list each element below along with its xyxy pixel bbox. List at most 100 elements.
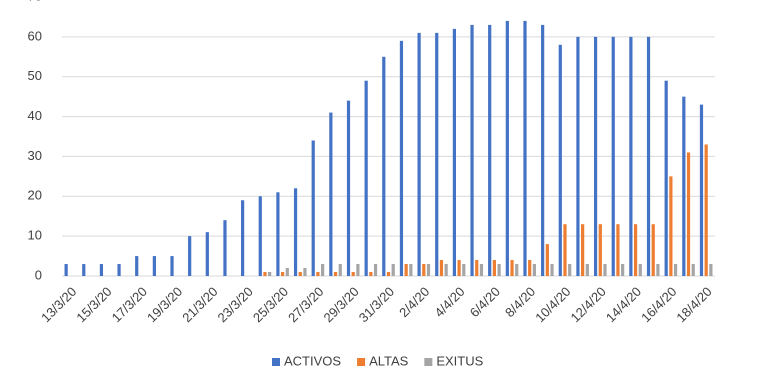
bar <box>303 268 307 276</box>
bar <box>505 20 509 276</box>
bar <box>686 152 691 276</box>
bar <box>585 264 589 276</box>
y-tick-label: 10 <box>28 228 42 243</box>
y-tick-label: 70 <box>28 0 42 3</box>
bar <box>593 36 598 276</box>
bar <box>576 36 580 276</box>
legend-label: EXITUS <box>436 353 483 368</box>
bar <box>457 260 461 276</box>
bar <box>488 24 492 277</box>
x-tick-label: 12/4/20 <box>568 284 609 325</box>
bar <box>444 264 448 276</box>
bar <box>117 264 121 276</box>
bar <box>316 272 320 276</box>
bar <box>386 272 391 276</box>
bar <box>241 200 245 276</box>
bar <box>550 264 554 276</box>
bar <box>598 224 602 276</box>
bar <box>563 224 567 276</box>
bar <box>656 264 660 276</box>
bar <box>399 40 404 276</box>
bar <box>646 36 651 276</box>
bar <box>268 272 272 276</box>
bar <box>298 272 302 276</box>
bar <box>346 100 351 276</box>
legend-swatch <box>357 358 366 366</box>
legend-swatch <box>272 358 280 366</box>
x-tick-label: 19/3/20 <box>144 284 185 325</box>
bar <box>541 24 545 277</box>
bar <box>82 264 86 276</box>
x-tick-label: 15/3/20 <box>73 284 114 325</box>
y-tick-label: 30 <box>28 148 42 163</box>
x-tick-label: 31/3/20 <box>356 284 397 325</box>
x-tick-label: 6/4/20 <box>467 284 503 320</box>
bar <box>170 256 174 276</box>
bar <box>356 264 360 276</box>
bar <box>621 264 625 276</box>
x-tick-label: 25/3/20 <box>250 284 291 325</box>
bar <box>321 264 325 276</box>
bar <box>293 188 298 276</box>
bar <box>205 232 209 276</box>
x-tick-label: 29/3/20 <box>320 284 361 325</box>
bar <box>528 260 532 276</box>
bar <box>391 264 395 276</box>
bar <box>633 224 638 276</box>
bar <box>581 224 585 276</box>
bar <box>558 44 562 277</box>
bar <box>435 32 439 276</box>
bar <box>439 260 444 276</box>
bar <box>669 176 673 276</box>
bar <box>409 264 413 276</box>
bar <box>404 264 408 276</box>
x-tick-label: 4/4/20 <box>431 284 467 320</box>
bar <box>699 104 704 276</box>
x-tick-label: 10/4/20 <box>532 284 573 325</box>
bar <box>351 272 355 276</box>
bar <box>281 272 285 276</box>
bar <box>99 264 104 276</box>
bar <box>223 220 227 276</box>
bar <box>188 236 192 276</box>
x-tick-label: 2/4/20 <box>396 284 432 320</box>
legend-label: ALTAS <box>369 353 409 368</box>
bar <box>422 264 426 276</box>
bar <box>338 264 342 276</box>
bar <box>709 264 713 276</box>
bar <box>510 260 514 276</box>
bar <box>568 264 572 276</box>
x-tick-label: 27/3/20 <box>285 284 326 325</box>
bar <box>285 268 289 276</box>
bar <box>673 264 678 276</box>
bar <box>152 256 156 276</box>
bar <box>417 32 421 276</box>
y-tick-label: 40 <box>28 108 42 123</box>
bar <box>479 264 484 276</box>
bar <box>329 112 333 276</box>
bar <box>611 36 615 276</box>
bar <box>470 24 474 277</box>
legend-swatch <box>424 358 433 366</box>
bar <box>704 144 708 276</box>
y-tick-label: 0 <box>35 267 42 282</box>
bar <box>311 140 315 276</box>
bar <box>651 224 655 276</box>
bar <box>532 264 536 276</box>
bar <box>373 264 378 276</box>
x-tick-label: 21/3/20 <box>179 284 220 325</box>
y-tick-label: 20 <box>28 188 42 203</box>
bar <box>523 20 527 276</box>
x-tick-label: 17/3/20 <box>109 284 150 325</box>
bar <box>603 264 607 276</box>
bar <box>369 272 373 276</box>
bar <box>333 272 338 276</box>
bar <box>276 192 280 276</box>
bar <box>616 224 620 276</box>
bar <box>452 28 456 277</box>
bar <box>492 260 496 276</box>
x-tick-label: 18/4/20 <box>673 284 714 325</box>
bar <box>638 264 642 276</box>
bar <box>691 264 695 276</box>
bar <box>475 260 479 276</box>
